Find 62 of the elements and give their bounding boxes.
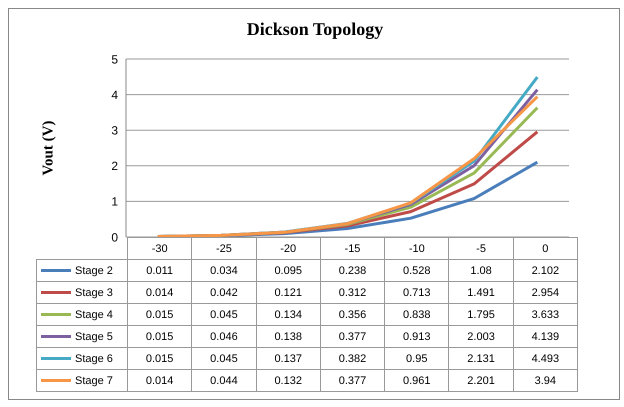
data-label: 0.838 <box>384 304 449 326</box>
data-label: 0.132 <box>256 370 320 392</box>
x-tick-label: -15 <box>320 238 385 260</box>
data-label: 0.377 <box>320 326 385 348</box>
data-label: 2.102 <box>513 260 578 282</box>
data-label: 0.046 <box>192 326 256 348</box>
y-tick-label: 5 <box>111 52 118 66</box>
legend-label: Stage 2 <box>36 260 128 282</box>
data-label: 0.045 <box>192 304 256 326</box>
data-label: 0.015 <box>128 304 192 326</box>
data-label: 0.045 <box>192 348 256 370</box>
data-label: 0.134 <box>256 304 320 326</box>
data-label: 0.356 <box>320 304 385 326</box>
x-tick-label: -30 <box>128 238 192 260</box>
data-label: 0.011 <box>128 260 192 282</box>
data-label: 0.034 <box>192 260 256 282</box>
data-label: 2.131 <box>448 348 514 370</box>
data-label: 1.491 <box>448 282 514 304</box>
data-label: 0.015 <box>128 348 192 370</box>
x-tick-label: -10 <box>384 238 449 260</box>
y-tick-label: 1 <box>111 194 118 209</box>
data-label: 0.95 <box>384 348 449 370</box>
y-tick-label: 4 <box>111 88 118 102</box>
data-label: 0.528 <box>384 260 449 282</box>
data-label: 2.201 <box>448 370 514 392</box>
x-tick-label: 0 <box>513 238 578 260</box>
data-label: 0.121 <box>256 282 320 304</box>
data-label: 0.961 <box>384 370 449 392</box>
data-label: 4.493 <box>513 348 578 370</box>
data-label: 2.003 <box>448 326 514 348</box>
chart-title: Dickson Topology <box>246 19 384 40</box>
data-label: 0.015 <box>128 326 192 348</box>
y-tick-label: 3 <box>111 123 118 138</box>
data-label: 0.014 <box>128 370 192 392</box>
data-label: 0.238 <box>320 260 385 282</box>
legend-label: Stage 4 <box>36 304 128 326</box>
data-label: 0.382 <box>320 348 385 370</box>
data-label: 0.138 <box>256 326 320 348</box>
legend-label: Stage 7 <box>36 370 128 392</box>
y-axis-title: Vout (V) <box>40 120 58 176</box>
data-label: 0.042 <box>192 282 256 304</box>
data-label: 0.044 <box>192 370 256 392</box>
data-label: 4.139 <box>513 326 578 348</box>
data-label: 1.08 <box>448 260 514 282</box>
x-tick-label: -25 <box>192 238 256 260</box>
data-label: 0.713 <box>384 282 449 304</box>
x-tick-label: -5 <box>448 238 514 260</box>
legend-label: Stage 3 <box>36 282 128 304</box>
x-tick-label: -20 <box>256 238 320 260</box>
legend-label: Stage 5 <box>36 326 128 348</box>
legend-label: Stage 6 <box>36 348 128 370</box>
data-label: 0.312 <box>320 282 385 304</box>
data-label: 2.954 <box>513 282 578 304</box>
data-label: 0.913 <box>384 326 449 348</box>
data-label: 0.137 <box>256 348 320 370</box>
data-label: 3.633 <box>513 304 578 326</box>
data-label: 0.095 <box>256 260 320 282</box>
data-label: 0.377 <box>320 370 385 392</box>
y-tick-label: 2 <box>111 159 118 174</box>
data-label: 0.014 <box>128 282 192 304</box>
data-label: 1.795 <box>448 304 514 326</box>
data-label: 3.94 <box>513 370 578 392</box>
